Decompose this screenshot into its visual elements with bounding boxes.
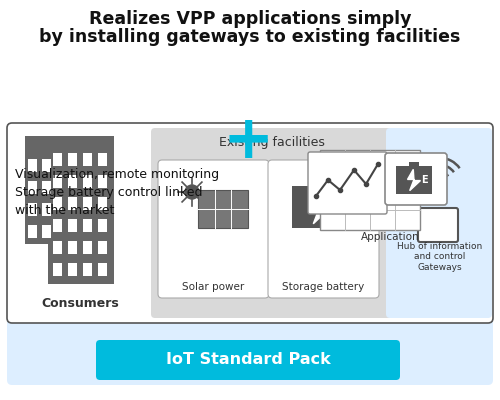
Bar [98,241,107,254]
FancyBboxPatch shape [418,208,458,242]
Circle shape [185,185,199,199]
Bar [28,225,37,238]
Bar [53,241,62,254]
Bar [68,241,77,254]
Bar [53,219,62,232]
Bar [83,219,92,232]
Bar [83,197,92,210]
Bar [68,153,77,166]
Bar [68,175,77,188]
Bar [409,162,419,166]
Bar [68,197,77,210]
Bar [83,241,92,254]
Bar [320,150,420,230]
FancyBboxPatch shape [385,153,447,205]
Bar [53,263,62,276]
Text: Solar power: Solar power [182,282,244,292]
Text: Consumers: Consumers [41,297,119,310]
Text: with the market: with the market [15,204,114,217]
Bar [312,181,328,186]
Text: E: E [421,175,428,185]
Bar [48,136,114,284]
Text: Visualization, remote monitoring: Visualization, remote monitoring [15,168,219,181]
Bar [25,136,55,244]
Bar [42,181,51,194]
Text: Storage battery: Storage battery [282,282,364,292]
FancyBboxPatch shape [7,123,493,323]
Bar [42,225,51,238]
Bar [98,175,107,188]
Bar [292,186,348,228]
Bar [98,219,107,232]
Bar [83,175,92,188]
FancyBboxPatch shape [151,128,394,318]
Text: Realizes VPP applications simply: Realizes VPP applications simply [89,10,411,28]
FancyBboxPatch shape [7,137,493,385]
Text: Existing facilities: Existing facilities [219,136,325,149]
Bar [68,219,77,232]
Text: by installing gateways to existing facilities: by installing gateways to existing facil… [40,28,461,46]
Bar [42,203,51,216]
Bar [53,153,62,166]
Text: Application: Application [362,232,420,242]
Bar [83,263,92,276]
Bar [28,159,37,172]
Text: +: + [222,112,274,172]
FancyBboxPatch shape [96,340,400,380]
Text: E: E [332,200,340,214]
Bar [198,190,248,228]
Text: Hub of information
and control
Gateways: Hub of information and control Gateways [398,242,482,272]
Bar [68,263,77,276]
Text: IoT Standard Pack: IoT Standard Pack [166,352,330,368]
FancyBboxPatch shape [268,160,379,298]
Bar [53,175,62,188]
Bar [53,197,62,210]
FancyBboxPatch shape [386,128,492,318]
Text: Storage battery control linked: Storage battery control linked [15,186,202,199]
Polygon shape [310,190,330,224]
Bar [396,166,432,194]
Bar [28,203,37,216]
Bar [98,263,107,276]
Bar [98,153,107,166]
FancyBboxPatch shape [158,160,269,298]
Bar [98,197,107,210]
Polygon shape [408,169,420,191]
Bar [42,159,51,172]
Bar [83,153,92,166]
FancyBboxPatch shape [308,152,387,214]
Bar [28,181,37,194]
